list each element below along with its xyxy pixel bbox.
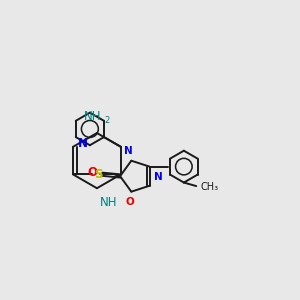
Text: N: N <box>78 137 88 151</box>
Text: N: N <box>154 172 163 182</box>
Text: NH: NH <box>84 110 101 123</box>
Text: S: S <box>94 168 102 181</box>
Text: O: O <box>125 197 134 207</box>
Text: CH₃: CH₃ <box>201 182 219 192</box>
Text: O: O <box>88 166 98 179</box>
Text: NH: NH <box>100 196 117 209</box>
Text: 2: 2 <box>105 116 110 124</box>
Text: N: N <box>124 146 133 156</box>
